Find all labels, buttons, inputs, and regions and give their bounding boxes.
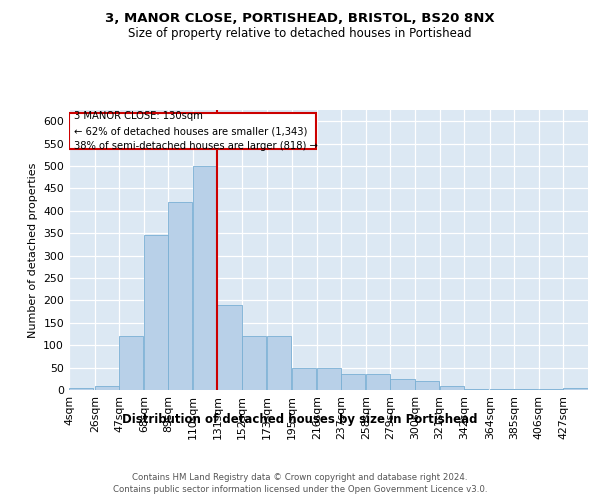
Bar: [266, 336, 290, 390]
FancyBboxPatch shape: [69, 113, 316, 150]
Bar: [292, 368, 316, 390]
Bar: [242, 336, 266, 390]
Bar: [440, 386, 464, 390]
Text: 3, MANOR CLOSE, PORTISHEAD, BRISTOL, BS20 8NX: 3, MANOR CLOSE, PORTISHEAD, BRISTOL, BS2…: [105, 12, 495, 26]
Bar: [119, 336, 143, 390]
Bar: [490, 388, 514, 390]
Text: 3 MANOR CLOSE: 130sqm
← 62% of detached houses are smaller (1,343)
38% of semi-d: 3 MANOR CLOSE: 130sqm ← 62% of detached …: [74, 111, 317, 152]
Bar: [317, 368, 341, 390]
Bar: [341, 374, 365, 390]
Bar: [95, 386, 119, 390]
Text: Contains public sector information licensed under the Open Government Licence v3: Contains public sector information licen…: [113, 485, 487, 494]
Bar: [514, 388, 538, 390]
Bar: [144, 236, 168, 390]
Bar: [217, 305, 242, 390]
Bar: [415, 381, 439, 390]
Bar: [69, 388, 93, 390]
Text: Contains HM Land Registry data © Crown copyright and database right 2024.: Contains HM Land Registry data © Crown c…: [132, 472, 468, 482]
Bar: [539, 388, 563, 390]
Bar: [391, 379, 415, 390]
Y-axis label: Number of detached properties: Number of detached properties: [28, 162, 38, 338]
Text: Size of property relative to detached houses in Portishead: Size of property relative to detached ho…: [128, 28, 472, 40]
Bar: [169, 202, 193, 390]
Text: Distribution of detached houses by size in Portishead: Distribution of detached houses by size …: [122, 412, 478, 426]
Bar: [464, 388, 488, 390]
Bar: [563, 388, 587, 390]
Bar: [193, 166, 217, 390]
Bar: [366, 374, 390, 390]
